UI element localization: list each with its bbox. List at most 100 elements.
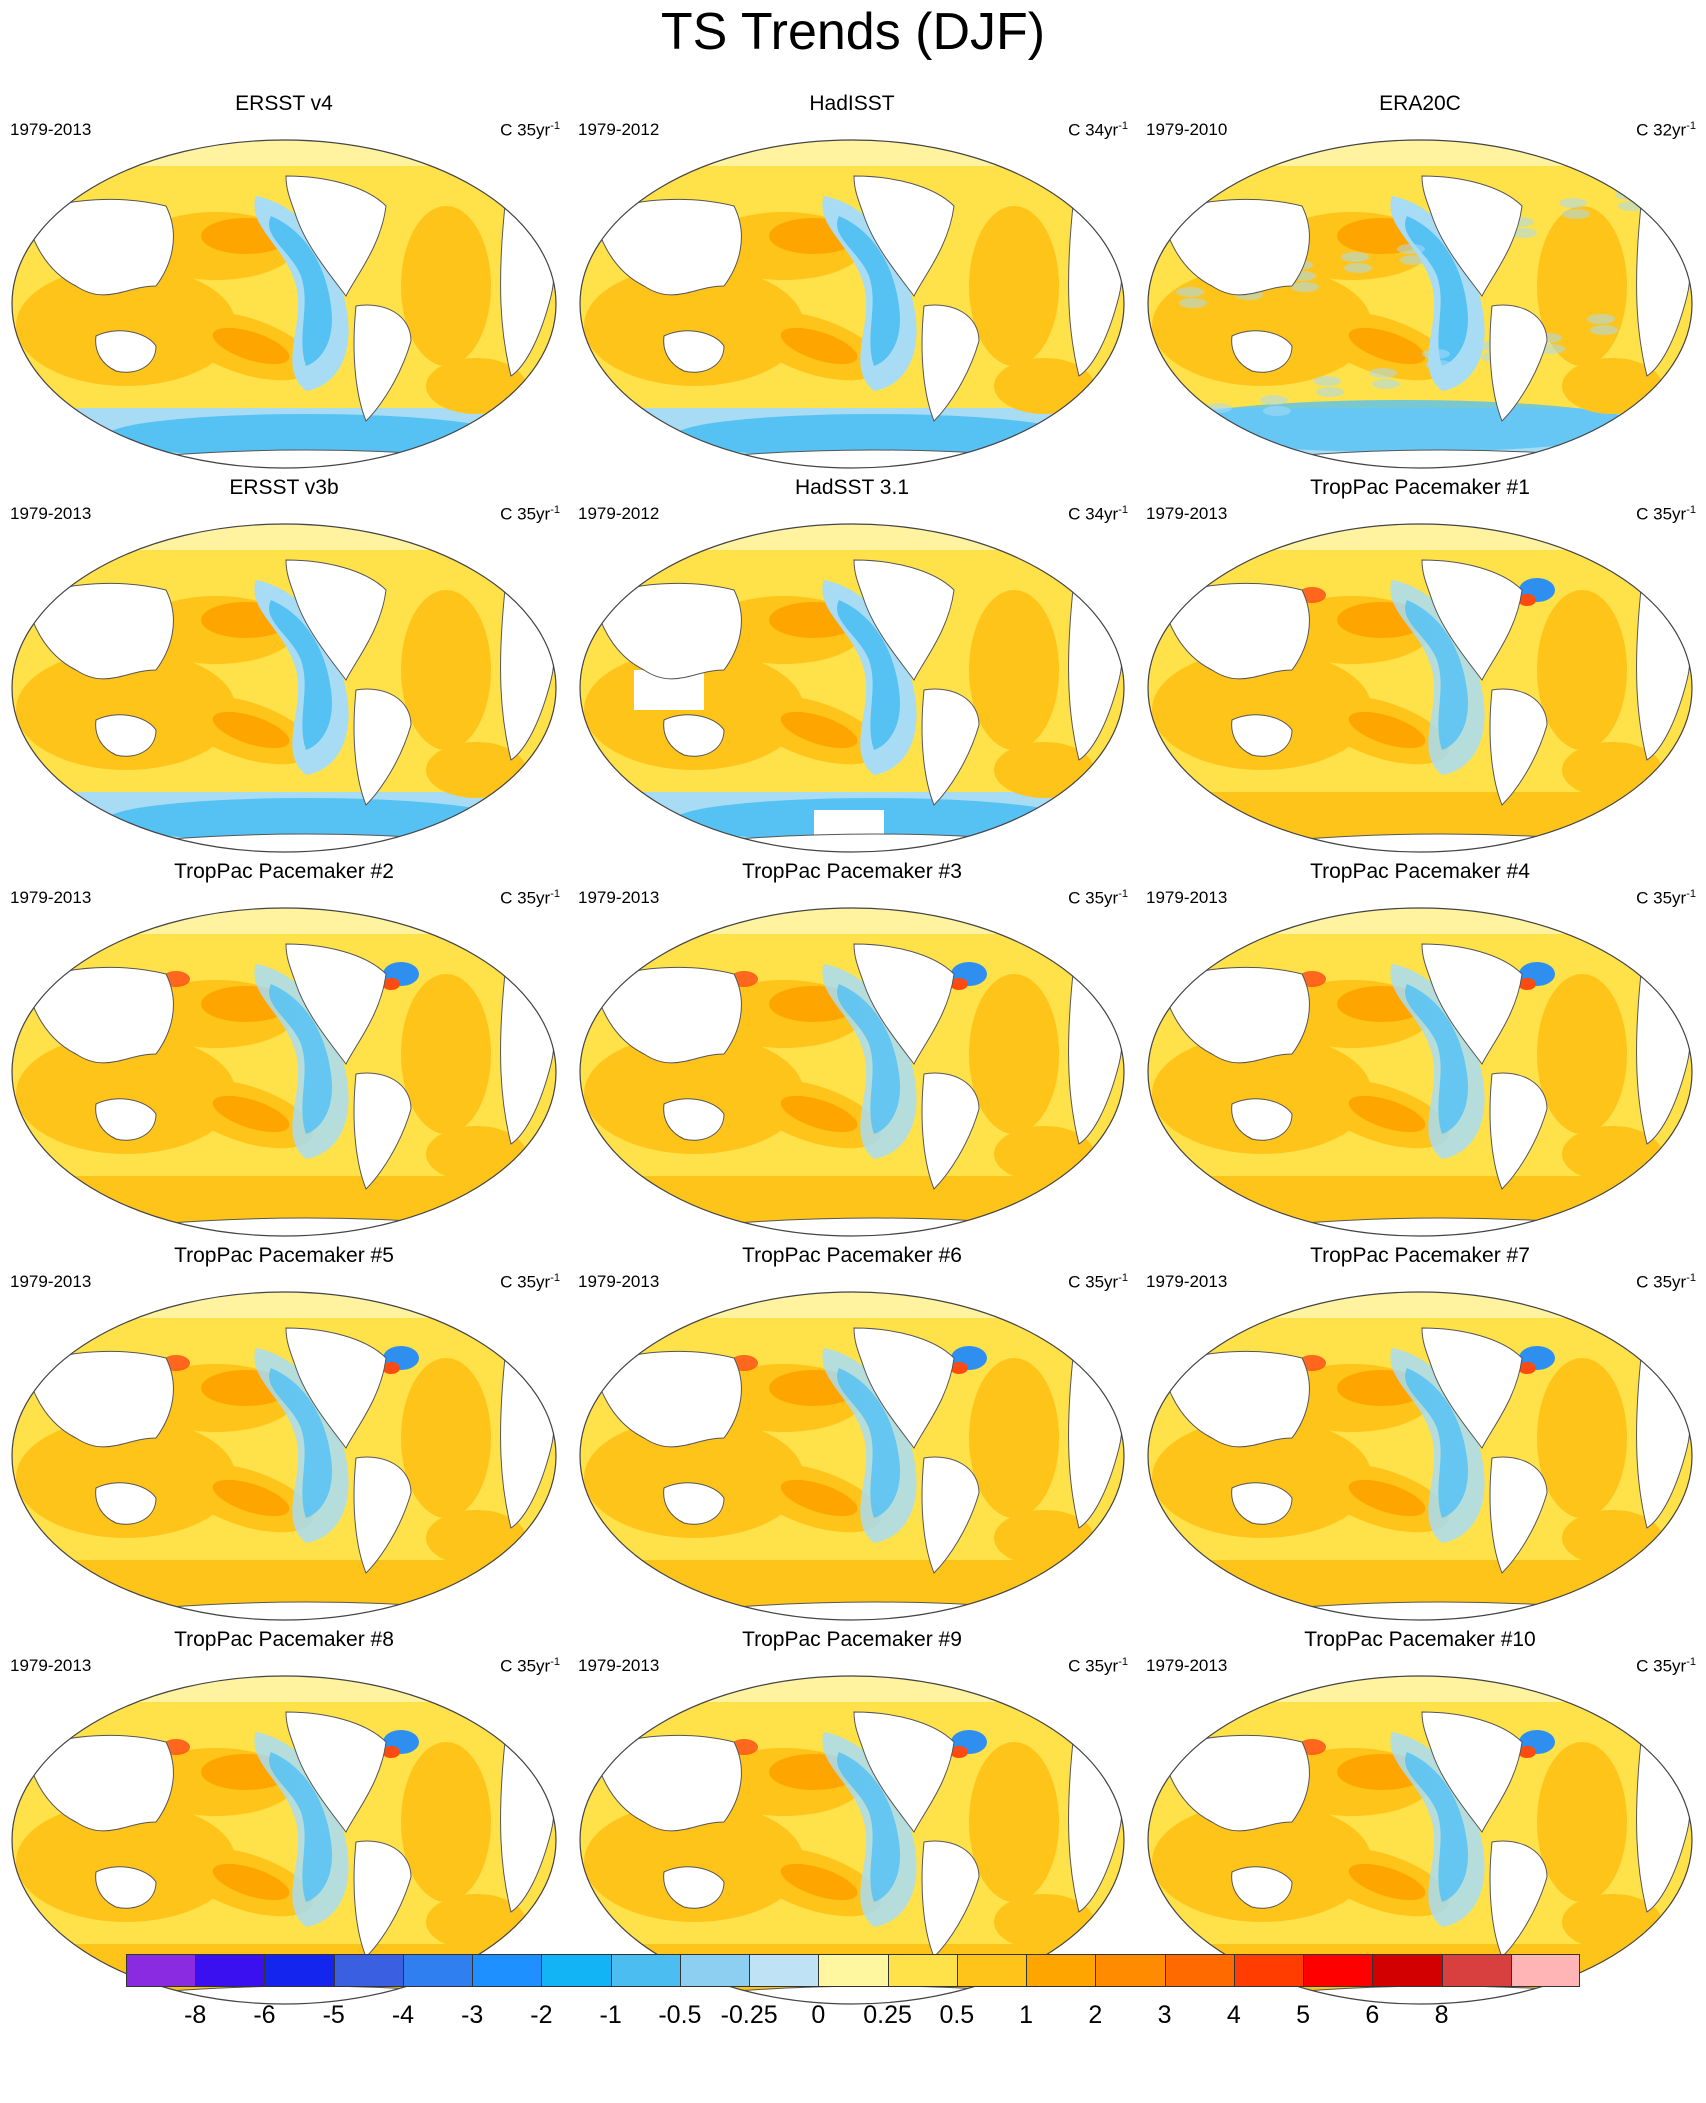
- noise-patch: [1151, 182, 1179, 192]
- map: [579, 1291, 1125, 1621]
- southern-ocean-cooling: [1162, 400, 1642, 452]
- antarctica-land: [155, 449, 457, 468]
- south-pacific-core: [212, 711, 290, 749]
- units-text: C 35yr: [1636, 888, 1687, 908]
- colorbar-label: 2: [1088, 2001, 1103, 2029]
- east-pacific-cooling-core: [836, 216, 900, 366]
- southern-ocean-cooling: [106, 414, 506, 458]
- colorbar-box: [402, 1954, 473, 1987]
- colorbar-box: [1441, 1954, 1512, 1987]
- south-pacific-core: [780, 327, 858, 365]
- units-exponent: -1: [550, 120, 560, 132]
- map: [579, 1675, 1125, 2005]
- noise-patch: [1559, 198, 1587, 208]
- map: [11, 1675, 557, 2005]
- southern-ocean-cooling: [674, 414, 1074, 458]
- noise-patch: [1260, 395, 1288, 405]
- north-america-land: [285, 1327, 387, 1449]
- colorbar-box: [887, 1954, 958, 1987]
- east-pacific-cooling-core: [836, 1752, 900, 1902]
- map: [1147, 907, 1693, 1237]
- colorbar-label: 0.25: [863, 2001, 912, 2029]
- units-exponent: -1: [1118, 1656, 1128, 1668]
- panel-years: 1979-2013: [10, 120, 92, 139]
- units-text: C 35yr: [500, 120, 551, 140]
- asia-land: [1161, 1734, 1310, 1832]
- noise-patch: [1207, 174, 1235, 184]
- units-exponent: -1: [1118, 888, 1128, 900]
- south-atlantic-warming: [426, 742, 526, 798]
- south-america-land: [1489, 304, 1548, 422]
- units-text: C 35yr: [1068, 1272, 1119, 1292]
- map-frame: [1147, 1291, 1693, 1621]
- panel-units: C 35yr-1: [1636, 1652, 1696, 1677]
- south-america-land: [1489, 1072, 1548, 1190]
- asia-land: [593, 198, 742, 296]
- panel-units: C 35yr-1: [500, 884, 560, 909]
- noise-patch: [1590, 325, 1618, 335]
- trend-field: [580, 908, 1124, 1236]
- map-frame: [11, 1675, 557, 2005]
- units-text: C 35yr: [1068, 888, 1119, 908]
- map: [11, 139, 557, 469]
- north-america-land: [1421, 1711, 1523, 1833]
- north-america-land: [853, 175, 955, 297]
- south-atlantic-warming: [994, 742, 1094, 798]
- south-pacific-core: [212, 1095, 290, 1133]
- antarctica-land: [155, 1601, 457, 1620]
- noise-patch: [1154, 193, 1182, 203]
- panel-units: C 35yr-1: [1068, 1652, 1128, 1677]
- australia-land: [663, 714, 725, 757]
- colorbar-label: -6: [253, 2001, 276, 2029]
- panel-years: 1979-2013: [1146, 1656, 1228, 1675]
- figure-title: TS Trends (DJF): [660, 3, 1046, 61]
- map-frame: [579, 1291, 1125, 1621]
- noise-patch: [1291, 282, 1319, 292]
- east-pacific-cooling-core: [268, 1368, 332, 1518]
- noise-patch: [1204, 403, 1232, 413]
- noise-patch: [1344, 263, 1372, 273]
- noise-patch: [1313, 376, 1341, 386]
- east-pacific-cooling-core: [836, 600, 900, 750]
- south-atlantic-warming: [426, 1126, 526, 1182]
- east-pacific-cooling-core: [268, 984, 332, 1134]
- noise-patch: [1316, 387, 1344, 397]
- panel-title: TropPac Pacemaker #4: [1310, 860, 1530, 883]
- atlantic-warming: [1537, 974, 1627, 1134]
- south-america-land: [1489, 1840, 1548, 1958]
- colorbar-box: [1510, 1954, 1581, 1987]
- south-pacific-core: [780, 1479, 858, 1517]
- units-text: C 35yr: [1068, 1656, 1119, 1676]
- map-frame: [1147, 907, 1693, 1237]
- land-mask: [593, 1711, 1123, 2004]
- map-frame: [1147, 523, 1693, 853]
- noise-patch: [1372, 379, 1400, 389]
- units-exponent: -1: [550, 888, 560, 900]
- colorbar-label: 6: [1365, 2001, 1380, 2029]
- panel-title: TropPac Pacemaker #3: [742, 860, 962, 883]
- east-pacific-cooling-core: [268, 216, 332, 366]
- east-pacific-cooling-core: [836, 1368, 900, 1518]
- units-exponent: -1: [1118, 1272, 1128, 1284]
- east-pacific-cooling-core: [1404, 984, 1468, 1134]
- south-pacific-core: [780, 1863, 858, 1901]
- east-pacific-cooling-core: [1404, 600, 1468, 750]
- north-america-land: [285, 559, 387, 681]
- australia-land: [663, 1098, 725, 1141]
- units-exponent: -1: [1686, 120, 1696, 132]
- east-pacific-cooling-core: [1404, 1368, 1468, 1518]
- south-pacific-core: [1348, 1479, 1426, 1517]
- south-america-land: [353, 688, 412, 806]
- asia-land: [25, 1734, 174, 1832]
- panel-years: 1979-2013: [1146, 504, 1228, 523]
- south-america-land: [1489, 1456, 1548, 1574]
- map-frame: [579, 1675, 1125, 2005]
- panel-units: C 32yr-1: [1636, 116, 1696, 141]
- colorbar-label: 5: [1296, 2001, 1310, 2029]
- south-america-land: [353, 304, 412, 422]
- panel-years: 1979-2013: [1146, 1272, 1228, 1291]
- map-panel: TropPac Pacemaker #1 1979-2013 C 35yr-1: [1136, 476, 1704, 860]
- colorbar-box: [1095, 1954, 1166, 1987]
- panel-title: ERA20C: [1379, 92, 1461, 115]
- map-panel: TropPac Pacemaker #3 1979-2013 C 35yr-1: [568, 860, 1136, 1244]
